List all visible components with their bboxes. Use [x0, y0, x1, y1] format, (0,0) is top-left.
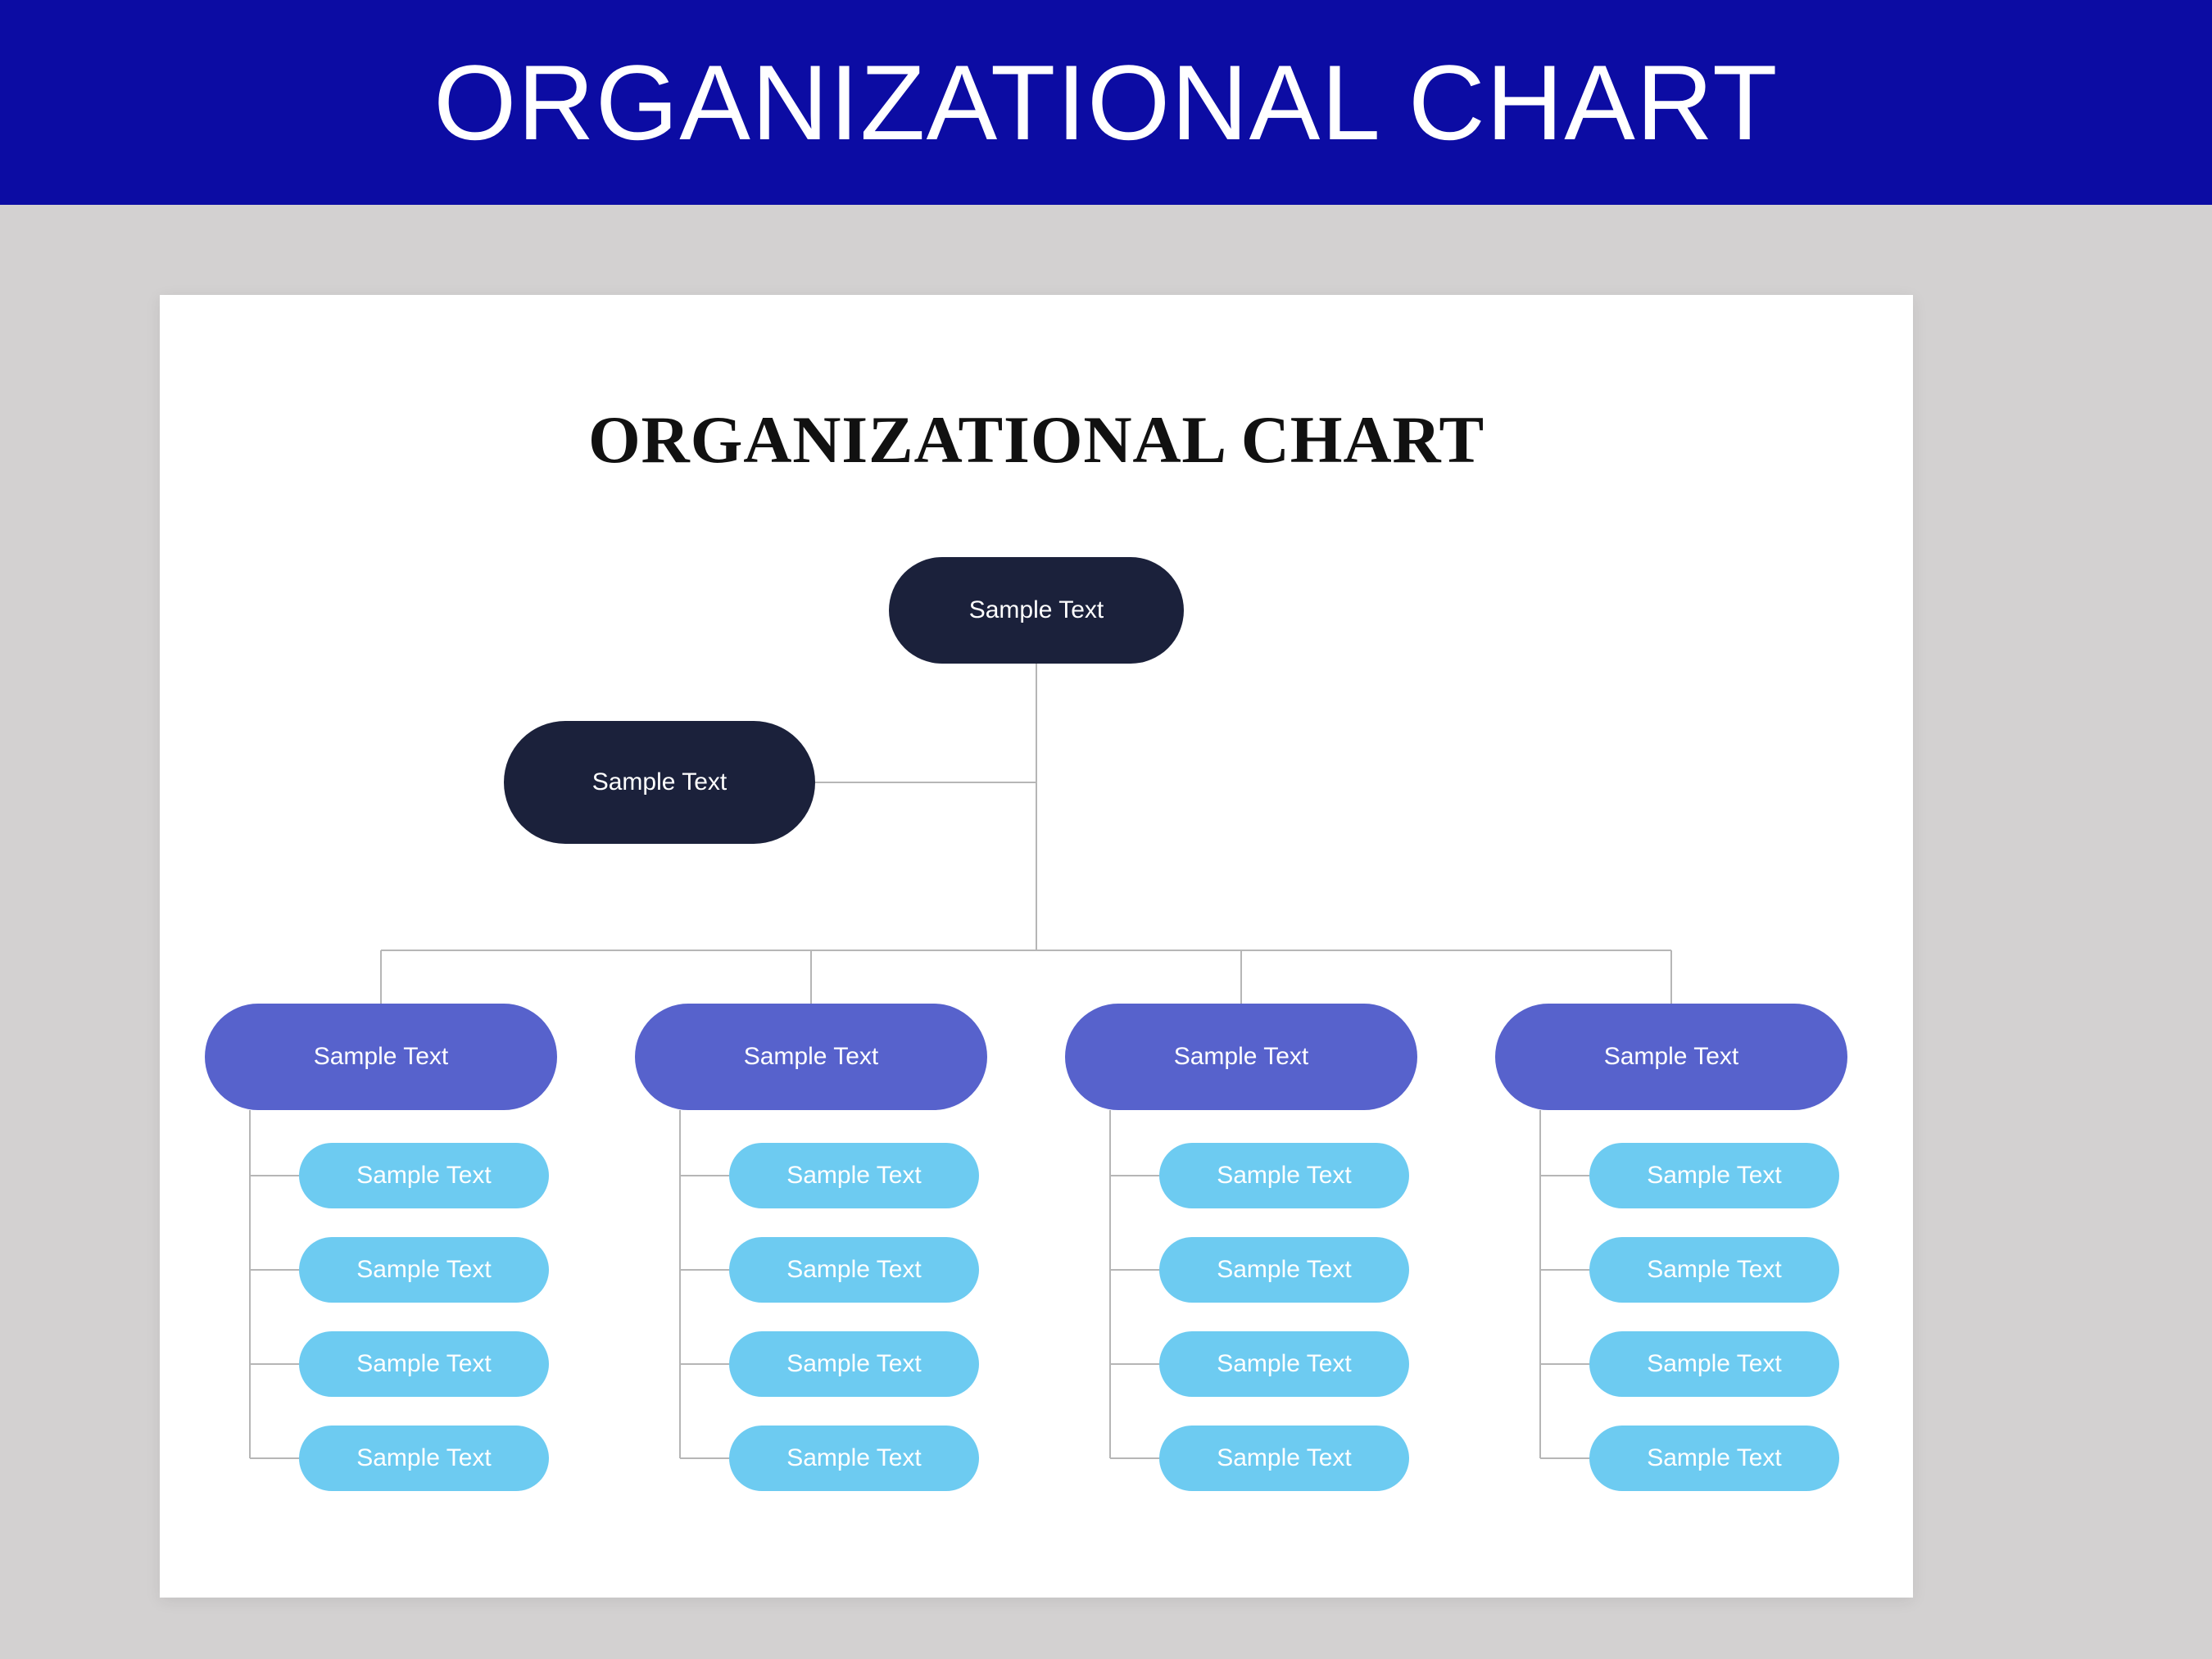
connector-line [380, 950, 382, 1004]
connector-line [250, 1269, 299, 1271]
connector-line [1110, 1175, 1159, 1176]
connector-line [1540, 1269, 1589, 1271]
connector-line [1110, 1269, 1159, 1271]
connector-line [1540, 1175, 1589, 1176]
org-node-department: Sample Text [635, 1004, 987, 1110]
connector-line [1036, 664, 1037, 950]
connector-line [250, 1363, 299, 1365]
org-node-leaf: Sample Text [299, 1331, 549, 1397]
slide-title-banner: ORGANIZATIONAL CHART [0, 0, 2212, 205]
org-node-department: Sample Text [205, 1004, 557, 1110]
connector-line [1109, 1110, 1111, 1458]
connector-line [679, 1110, 681, 1458]
org-node-leaf: Sample Text [729, 1143, 979, 1208]
connector-line [250, 1175, 299, 1176]
org-node-leaf: Sample Text [1159, 1331, 1409, 1397]
connector-line [680, 1457, 729, 1459]
org-node-leaf: Sample Text [1589, 1426, 1839, 1491]
connector-line [810, 950, 812, 1004]
org-node-leaf: Sample Text [1589, 1237, 1839, 1303]
connector-line [680, 1363, 729, 1365]
connector-line [680, 1175, 729, 1176]
chart-card: ORGANIZATIONAL CHART Sample TextSample T… [160, 295, 1913, 1598]
slide-background: ORGANIZATIONAL CHART ORGANIZATIONAL CHAR… [0, 0, 2212, 1659]
connector-line [1540, 1457, 1589, 1459]
org-node-leaf: Sample Text [1159, 1426, 1409, 1491]
connector-line [815, 782, 1036, 783]
connector-line [1110, 1457, 1159, 1459]
slide-title-text: ORGANIZATIONAL CHART [433, 41, 1779, 164]
org-chart: Sample Text Sample Text Sample Text Sample … [160, 295, 1913, 1598]
connector-line [1240, 950, 1242, 1004]
org-node-leaf: Sample Text [729, 1237, 979, 1303]
connector-line [1540, 1363, 1589, 1365]
connector-line [1110, 1363, 1159, 1365]
org-node-leaf: Sample Text [1159, 1237, 1409, 1303]
org-node-leaf: Sample Text [299, 1237, 549, 1303]
org-node-department: Sample Text [1065, 1004, 1417, 1110]
connector-line [1670, 950, 1672, 1004]
org-node-leaf: Sample Text [1589, 1331, 1839, 1397]
org-node-leaf: Sample Text [299, 1143, 549, 1208]
connector-line [1539, 1110, 1541, 1458]
org-node-assistant: Sample Text [504, 721, 815, 844]
connector-line [249, 1110, 251, 1458]
org-node-leaf: Sample Text [1159, 1143, 1409, 1208]
org-node-leaf: Sample Text [1589, 1143, 1839, 1208]
org-node-leaf: Sample Text [729, 1426, 979, 1491]
connector-line [250, 1457, 299, 1459]
org-node-root: Sample Text [889, 557, 1184, 664]
connector-line [381, 950, 1671, 951]
connector-line [680, 1269, 729, 1271]
org-node-leaf: Sample Text [299, 1426, 549, 1491]
org-node-leaf: Sample Text [729, 1331, 979, 1397]
org-node-department: Sample Text [1495, 1004, 1847, 1110]
